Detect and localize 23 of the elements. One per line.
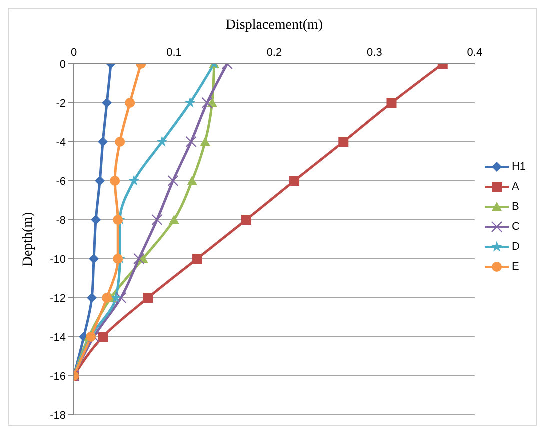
- legend-label: H1: [512, 161, 526, 173]
- x-tick-label: 0: [70, 47, 78, 59]
- legend-label: D: [512, 241, 520, 253]
- legend-label: E: [512, 261, 520, 273]
- y-tick-label: -12: [50, 292, 66, 305]
- y-tick-label: -18: [50, 410, 66, 422]
- x-tick-label: 0.2: [266, 47, 282, 59]
- y-axis-title: Depth(m): [20, 212, 36, 267]
- y-tick-label: -10: [50, 254, 66, 266]
- x-tick-label: 0.1: [166, 47, 182, 59]
- legend-label: B: [512, 201, 520, 213]
- x-tick-label: 0.3: [367, 47, 382, 59]
- y-tick-label: -16: [50, 370, 66, 383]
- y-tick-label: -14: [50, 332, 66, 344]
- y-tick-label: -4: [56, 136, 66, 149]
- legend-label: A: [512, 181, 520, 193]
- x-tick-label: 0.4: [467, 47, 483, 59]
- y-tick-label: -8: [56, 214, 66, 227]
- legend-label: C: [512, 221, 520, 233]
- x-axis-title: Displacement(m): [226, 18, 324, 33]
- y-tick-label: -6: [56, 176, 66, 188]
- y-tick-label: -2: [56, 98, 66, 110]
- y-tick-label: 0: [60, 58, 66, 71]
